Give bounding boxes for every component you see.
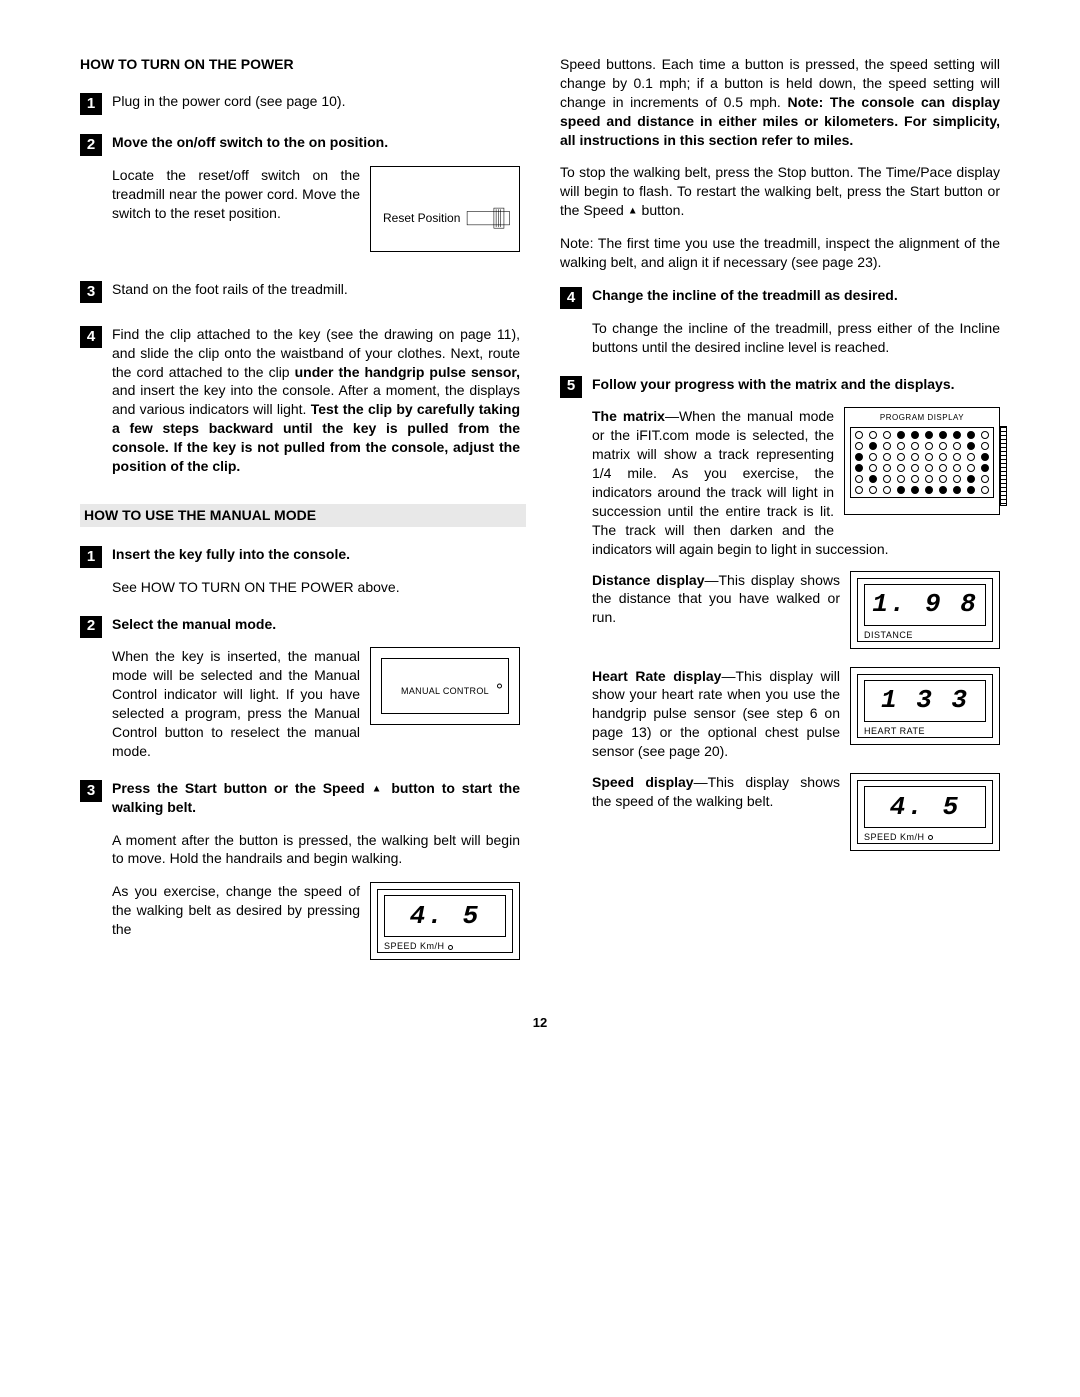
step-title: Press the Start button or the Speed ▲ bu… bbox=[112, 779, 520, 817]
step-number: 3 bbox=[80, 281, 102, 303]
step-number: 4 bbox=[80, 326, 102, 348]
lcd-caption: DISTANCE bbox=[864, 626, 986, 641]
figure-program-display: PROGRAM DISPLAY bbox=[844, 407, 1000, 515]
figure-manual-control: MANUAL CONTROL bbox=[370, 647, 520, 725]
power-step-2: 2 Move the on/off switch to the on posit… bbox=[80, 133, 520, 258]
step-number: 2 bbox=[80, 616, 102, 638]
step-title: Insert the key fully into the console. bbox=[112, 545, 520, 564]
page-number: 12 bbox=[80, 1014, 1000, 1032]
step-text: Find the clip attached to the key (see t… bbox=[112, 325, 520, 476]
manual-step-5: 5 Follow your progress with the matrix a… bbox=[560, 375, 1000, 857]
lcd-value: 1 3 3 bbox=[864, 680, 986, 722]
step-text: See HOW TO TURN ON THE POWER above. bbox=[112, 578, 520, 597]
step-text: Plug in the power cord (see page 10). bbox=[112, 92, 520, 111]
manual-step-1: 1 Insert the key fully into the console.… bbox=[80, 545, 520, 597]
continuation-para-3: Note: The first time you use the treadmi… bbox=[560, 234, 1000, 272]
figure-label: PROGRAM DISPLAY bbox=[850, 413, 994, 427]
lcd-caption: HEART RATE bbox=[864, 722, 986, 737]
figure-distance-display: 1. 9 8 DISTANCE bbox=[850, 571, 1000, 649]
step-number: 1 bbox=[80, 93, 102, 115]
step-number: 1 bbox=[80, 546, 102, 568]
figure-heartrate-display: 1 3 3 HEART RATE bbox=[850, 667, 1000, 745]
step-number: 5 bbox=[560, 376, 582, 398]
lcd-value: 4. 5 bbox=[864, 786, 986, 828]
manual-step-2: 2 Select the manual mode. MANUAL CONTROL… bbox=[80, 615, 520, 761]
reset-switch-svg bbox=[466, 207, 511, 229]
step-title: Follow your progress with the matrix and… bbox=[592, 375, 1000, 394]
lcd-value: 4. 5 bbox=[384, 895, 506, 937]
continuation-para-2: To stop the walking belt, press the Stop… bbox=[560, 163, 1000, 220]
step-text: Stand on the foot rails of the treadmill… bbox=[112, 280, 520, 299]
step-text: To change the incline of the treadmill, … bbox=[592, 319, 1000, 357]
step-title: Move the on/off switch to the on positio… bbox=[112, 133, 520, 152]
figure-speed-display-2: 4. 5 SPEED Km/H bbox=[850, 773, 1000, 851]
manual-step-4: 4 Change the incline of the treadmill as… bbox=[560, 286, 1000, 357]
step-text: A moment after the button is pressed, th… bbox=[112, 831, 520, 869]
lcd-value: 1. 9 8 bbox=[864, 584, 986, 626]
step-title: Select the manual mode. bbox=[112, 615, 520, 634]
continuation-para-1: Speed buttons. Each time a button is pre… bbox=[560, 55, 1000, 149]
figure-reset-switch: Reset Position bbox=[370, 166, 520, 252]
lcd-caption: SPEED Km/H bbox=[384, 937, 506, 952]
figure-label: Reset Position bbox=[383, 211, 460, 225]
lcd-caption: SPEED Km/H bbox=[864, 828, 986, 843]
manual-step-3: 3 Press the Start button or the Speed ▲ … bbox=[80, 779, 520, 967]
dot-matrix bbox=[850, 427, 994, 498]
figure-label: MANUAL CONTROL bbox=[401, 685, 489, 697]
indicator-dot bbox=[497, 684, 502, 689]
power-step-3: 3 Stand on the foot rails of the treadmi… bbox=[80, 280, 520, 303]
step-number: 2 bbox=[80, 134, 102, 156]
step-number: 3 bbox=[80, 780, 102, 802]
section-title-manual: HOW TO USE THE MANUAL MODE bbox=[80, 504, 526, 527]
section-title-power: HOW TO TURN ON THE POWER bbox=[80, 55, 520, 74]
step-title: Change the incline of the treadmill as d… bbox=[592, 286, 1000, 305]
power-step-1: 1 Plug in the power cord (see page 10). bbox=[80, 92, 520, 115]
figure-speed-display: 4. 5 SPEED Km/H bbox=[370, 882, 520, 960]
power-step-4: 4 Find the clip attached to the key (see… bbox=[80, 325, 520, 476]
step-number: 4 bbox=[560, 287, 582, 309]
